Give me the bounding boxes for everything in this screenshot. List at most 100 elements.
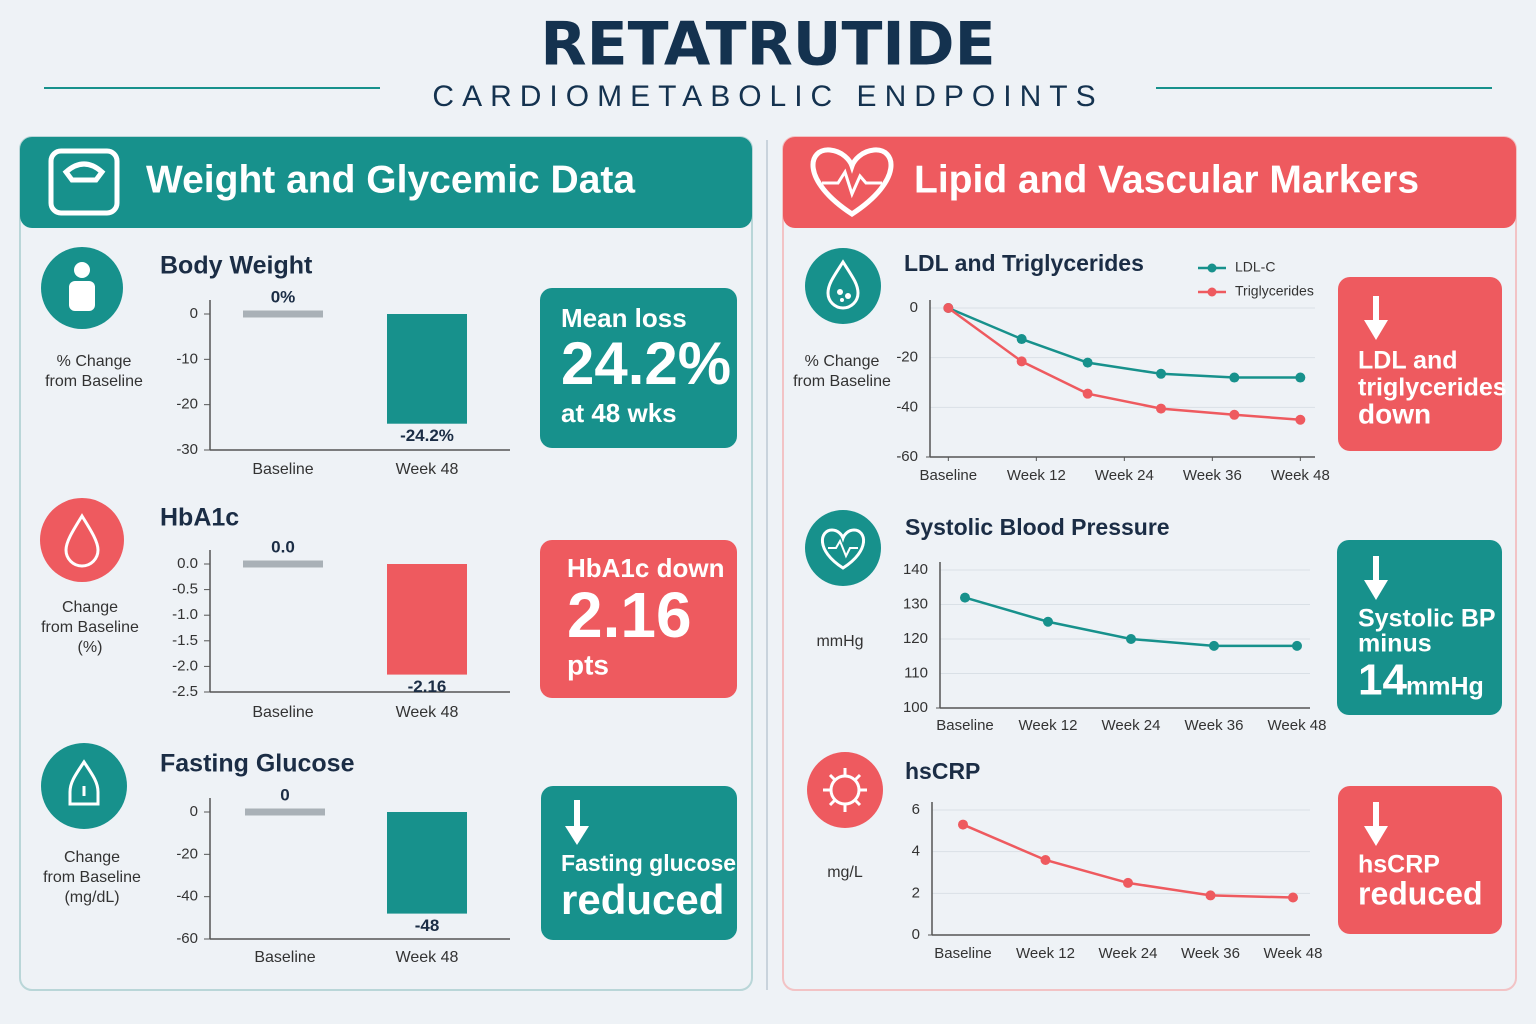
- point: [1205, 890, 1216, 901]
- point: [1292, 640, 1302, 651]
- scale-icon: [48, 148, 120, 216]
- x-tick-label: Week 48: [1264, 945, 1323, 962]
- callout: [541, 786, 737, 940]
- page-title: RETATRUTIDE: [540, 10, 995, 80]
- panel-header: [783, 137, 1516, 228]
- callout-text: minus: [1358, 630, 1432, 658]
- bar: [387, 812, 467, 914]
- heart-icon: [810, 147, 894, 217]
- value-label: 0%: [271, 287, 296, 306]
- point: [1295, 414, 1306, 425]
- point: [1156, 403, 1166, 414]
- value-label: 0.0: [271, 537, 295, 556]
- panel-title: Lipid and Vascular Markers: [914, 158, 1419, 201]
- chart-title: Systolic Blood Pressure: [905, 514, 1170, 540]
- y-axis-label: (mg/dL): [64, 889, 119, 906]
- y-tick-label: -1.5: [172, 632, 198, 649]
- y-tick-label: 110: [904, 664, 928, 681]
- x-tick-label: Week 48: [1271, 467, 1330, 484]
- y-tick-label: -40: [176, 888, 198, 905]
- lipid-icon: [805, 248, 881, 324]
- value-label: -2.16: [408, 677, 447, 696]
- y-tick-label: 100: [903, 699, 928, 716]
- series-line: [947, 306, 1301, 421]
- point: [1016, 334, 1027, 345]
- point: [960, 592, 970, 603]
- y-tick-label: -20: [896, 349, 918, 366]
- callout-figure: 24.2%: [561, 330, 731, 397]
- x-tick-label: Week 24: [1102, 717, 1161, 734]
- callout-text: Systolic BP: [1358, 605, 1496, 633]
- y-tick-label: -60: [896, 448, 918, 465]
- x-tick-label: Week 12: [1016, 945, 1075, 962]
- bar: [387, 314, 467, 424]
- x-tick-label: Baseline: [252, 461, 313, 478]
- arrows: [565, 296, 1388, 846]
- y-axis-label: mmHg: [816, 633, 863, 650]
- callout-text: triglycerides: [1358, 374, 1507, 402]
- callout: [540, 540, 737, 698]
- x-tick-label: Week 48: [396, 949, 459, 966]
- y-axis-label: from Baseline: [41, 619, 139, 636]
- y-tick-label: -30: [176, 441, 198, 458]
- x-tick-label: Week 12: [1019, 717, 1078, 734]
- legend-dot: [1207, 263, 1217, 273]
- panel-header: [20, 137, 752, 228]
- y-axis-label: Change: [64, 849, 120, 866]
- point: [1082, 357, 1093, 368]
- callout-text: reduced: [561, 876, 724, 923]
- callout-text: LDL and: [1358, 347, 1458, 375]
- x-tick-label: Week 12: [1007, 467, 1066, 484]
- point: [1288, 892, 1298, 903]
- callout-text: down: [1358, 398, 1431, 429]
- point: [1043, 616, 1053, 627]
- drop-icon: [40, 498, 124, 582]
- point: [958, 819, 968, 830]
- y-axis-label: (%): [78, 639, 103, 656]
- series-line: [947, 306, 1301, 379]
- y-tick-label: -2.0: [172, 657, 198, 674]
- x-tick-label: Week 36: [1181, 945, 1240, 962]
- callout-figure: 2.16: [567, 579, 692, 651]
- y-axis-label: from Baseline: [43, 869, 141, 886]
- chart-title: HbA1c: [160, 504, 239, 532]
- y-axis-label: Change: [62, 599, 118, 616]
- x-tick-label: Week 48: [396, 704, 459, 721]
- point: [1126, 634, 1136, 644]
- y-tick-label: -10: [176, 350, 198, 367]
- virus-icon: [807, 752, 883, 828]
- y-tick-label: -40: [896, 398, 918, 415]
- y-axis-label: from Baseline: [793, 373, 891, 390]
- value-label: -24.2%: [400, 426, 454, 445]
- callout-text: at 48 wks: [561, 398, 677, 428]
- x-tick-label: Week 48: [396, 461, 459, 478]
- y-tick-label: 130: [903, 595, 928, 612]
- chart-title: LDL and Triglycerides: [904, 250, 1144, 276]
- point: [1209, 640, 1219, 651]
- chart-title: hsCRP: [905, 758, 980, 784]
- chart-title: Body Weight: [160, 252, 313, 280]
- callout-text: hsCRP: [1358, 851, 1440, 879]
- y-tick-label: 0: [190, 803, 198, 820]
- y-tick-label: 6: [912, 801, 920, 818]
- x-tick-label: Baseline: [934, 945, 992, 962]
- callout-text: mmHg: [1406, 673, 1484, 701]
- y-tick-label: 0: [910, 299, 918, 316]
- y-axis-label: from Baseline: [45, 373, 143, 390]
- point: [1123, 877, 1133, 888]
- legend-label: Triglycerides: [1235, 283, 1314, 299]
- glucose-icon: [41, 743, 127, 829]
- x-tick-label: Week 36: [1185, 717, 1244, 734]
- y-tick-label: -20: [176, 396, 198, 413]
- y-tick-label: -2.5: [172, 683, 198, 700]
- y-tick-label: 0: [190, 305, 198, 322]
- y-tick-label: -1.0: [172, 606, 198, 623]
- y-axis-label: % Change: [805, 353, 880, 370]
- x-tick-label: Baseline: [252, 704, 313, 721]
- legend-label: LDL-C: [1235, 259, 1275, 275]
- y-tick-label: 120: [903, 630, 928, 647]
- callout-text: pts: [567, 649, 609, 680]
- x-tick-label: Baseline: [936, 717, 994, 734]
- y-tick-label: 140: [903, 561, 928, 578]
